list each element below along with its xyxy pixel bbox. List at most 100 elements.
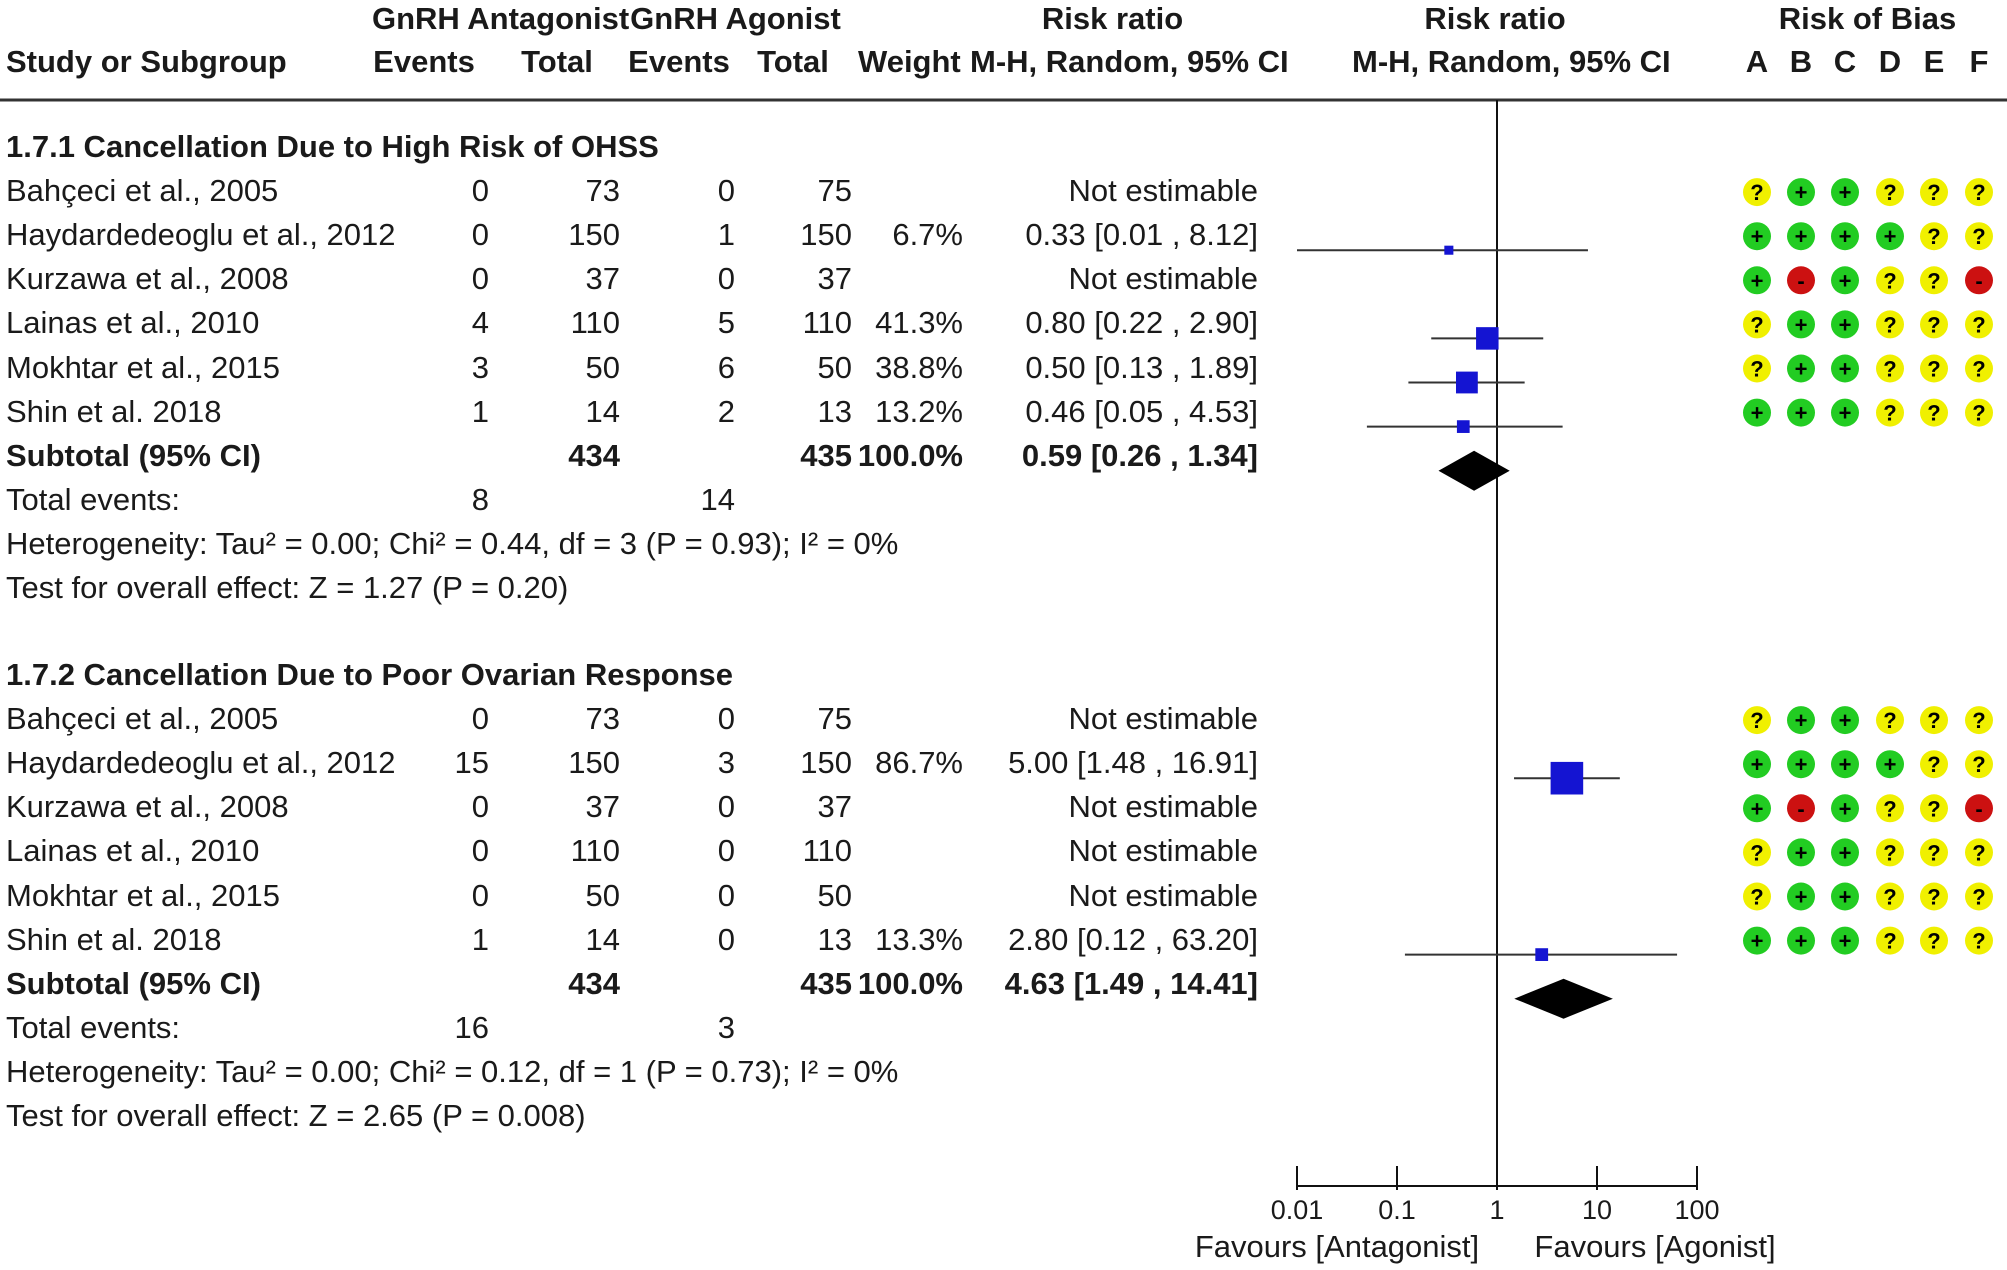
- rob-symbol: +: [1884, 224, 1897, 249]
- rob-symbol: +: [1839, 708, 1852, 733]
- rob-symbol: ?: [1927, 796, 1940, 821]
- rob-low-icon: [1787, 354, 1815, 383]
- rob-low-icon: [1787, 882, 1815, 911]
- events1-header: Events: [373, 44, 475, 79]
- axis-tick-label: 100: [1674, 1195, 1719, 1225]
- study-name: Bahçeci et al., 2005: [6, 701, 279, 737]
- rob-symbol: +: [1839, 840, 1852, 865]
- rob-symbol: -: [1797, 796, 1804, 821]
- rob-unclear-icon: [1920, 882, 1948, 911]
- events1-value: 0: [471, 217, 489, 253]
- study-name: Kurzawa et al., 2008: [6, 789, 289, 825]
- study-point-marker: [1444, 245, 1454, 255]
- rob-low-icon: [1787, 926, 1815, 955]
- rob-symbol: +: [1795, 840, 1808, 865]
- rob-low-icon: [1787, 310, 1815, 339]
- rr-ci-value: Not estimable: [1068, 833, 1258, 869]
- total1-value: 37: [585, 261, 620, 297]
- total2-value: 110: [802, 833, 852, 869]
- total-events2: 3: [717, 1009, 735, 1045]
- rob-symbol: ?: [1972, 708, 1985, 733]
- rob-unclear-icon: [1876, 706, 1904, 735]
- rob-symbol: ?: [1927, 268, 1940, 293]
- events1-value: 0: [471, 701, 489, 737]
- subtotal-ci: 4.63 [1.49 , 14.41]: [1004, 965, 1258, 1001]
- rr-ci-value: 0.33 [0.01 , 8.12]: [1025, 217, 1258, 253]
- rob-low-icon: [1743, 750, 1771, 779]
- rob-symbol: +: [1795, 224, 1808, 249]
- subtotal-total1: 434: [568, 965, 620, 1001]
- rob-unclear-icon: [1920, 266, 1948, 295]
- rob-symbol: ?: [1972, 401, 1985, 426]
- events2-value: 0: [717, 173, 735, 209]
- rob-symbol: ?: [1750, 357, 1763, 382]
- rob-symbol: +: [1795, 401, 1808, 426]
- weight-value: 6.7%: [892, 217, 963, 253]
- group1-title: GnRH Antagonist: [372, 1, 630, 36]
- rr-ci-value: 5.00 [1.48 , 16.91]: [1008, 745, 1258, 781]
- total1-value: 150: [568, 745, 620, 781]
- rob-unclear-icon: [1743, 178, 1771, 207]
- rob-title: Risk of Bias: [1778, 1, 1957, 36]
- rob-low-icon: [1831, 706, 1859, 735]
- study-name: Mokhtar et al., 2015: [6, 877, 280, 913]
- study-point-marker: [1476, 327, 1499, 350]
- total2-value: 110: [802, 305, 852, 341]
- rob-low-icon: [1743, 266, 1771, 295]
- overall-effect-text: Test for overall effect: Z = 2.65 (P = 0…: [6, 1098, 586, 1133]
- rob-letter-c: C: [1833, 44, 1857, 79]
- rob-symbol: ?: [1927, 312, 1940, 337]
- rob-symbol: +: [1839, 268, 1852, 293]
- rob-symbol: -: [1797, 268, 1804, 293]
- rob-unclear-icon: [1965, 354, 1993, 383]
- rob-unclear-icon: [1876, 882, 1904, 911]
- events1-value: 1: [471, 921, 489, 957]
- study-point-marker: [1550, 761, 1584, 795]
- rob-unclear-icon: [1965, 926, 1993, 955]
- events1-value: 0: [471, 173, 489, 209]
- rob-low-icon: [1831, 926, 1859, 955]
- rob-unclear-icon: [1920, 398, 1948, 427]
- rob-low-icon: [1787, 222, 1815, 251]
- rob-unclear-icon: [1876, 794, 1904, 823]
- events2-header: Events: [628, 44, 730, 79]
- rob-unclear-icon: [1965, 706, 1993, 735]
- rob-unclear-icon: [1965, 750, 1993, 779]
- subtotal-total2: 435: [800, 437, 852, 473]
- subtotal-weight: 100.0%: [857, 965, 963, 1001]
- subgroup-title: 1.7.2 Cancellation Due to Poor Ovarian R…: [6, 657, 733, 692]
- rob-symbol: +: [1884, 752, 1897, 777]
- rob-symbol: +: [1839, 929, 1852, 954]
- rob-unclear-icon: [1965, 178, 1993, 207]
- rr-ci-value: 0.80 [0.22 , 2.90]: [1025, 305, 1258, 341]
- axis-tick-label: 0.1: [1378, 1195, 1416, 1225]
- rob-symbol: +: [1839, 224, 1852, 249]
- total-events1: 16: [454, 1009, 489, 1045]
- rob-unclear-icon: [1876, 398, 1904, 427]
- rob-symbol: ?: [1883, 796, 1896, 821]
- rob-letter-e: E: [1923, 44, 1945, 79]
- rob-unclear-icon: [1876, 178, 1904, 207]
- rob-symbol: +: [1751, 268, 1764, 293]
- rob-symbol: ?: [1972, 312, 1985, 337]
- rob-symbol: ?: [1927, 224, 1940, 249]
- subtotal-total1: 434: [568, 437, 620, 473]
- rob-low-icon: [1831, 266, 1859, 295]
- total1-value: 110: [570, 305, 620, 341]
- rob-low-icon: [1787, 750, 1815, 779]
- total2-value: 50: [817, 349, 852, 385]
- rob-low-icon: [1743, 926, 1771, 955]
- rob-unclear-icon: [1965, 222, 1993, 251]
- rob-unclear-icon: [1876, 926, 1904, 955]
- total1-value: 14: [585, 393, 620, 429]
- rr-method-right: M-H, Random, 95% CI: [1352, 44, 1671, 79]
- rob-letter-d: D: [1878, 44, 1902, 79]
- xlabel-left: Favours [Antagonist]: [1194, 1229, 1480, 1264]
- rr-ci-value: 0.50 [0.13 , 1.89]: [1025, 349, 1258, 385]
- total2-value: 75: [817, 701, 852, 737]
- total-events2: 14: [700, 481, 735, 517]
- rr-ci-value: Not estimable: [1068, 701, 1258, 737]
- rob-letter-a: A: [1745, 44, 1769, 79]
- study-name: Lainas et al., 2010: [6, 305, 260, 341]
- rob-symbol: ?: [1927, 180, 1940, 205]
